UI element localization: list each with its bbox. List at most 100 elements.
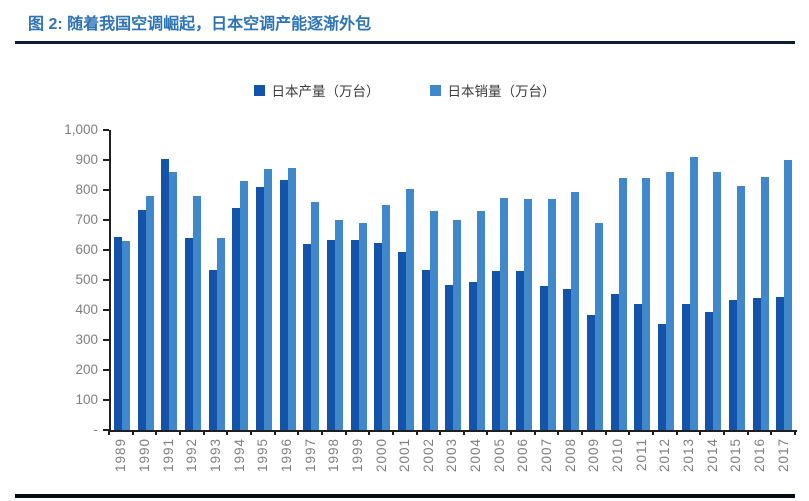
- x-tick-label: 2000: [373, 438, 389, 473]
- y-tick-mark: [103, 429, 109, 431]
- x-tick-label: 2006: [515, 438, 531, 473]
- bar-group-2013: [681, 157, 698, 430]
- sales-bar-2008: [571, 191, 580, 430]
- x-tick-label: 1994: [231, 438, 247, 473]
- sales-bar-1997: [311, 202, 320, 430]
- figure-title: 图 2: 随着我国空调崛起，日本空调产能逐渐外包: [28, 16, 372, 33]
- x-tick-mark: [108, 431, 110, 435]
- x-tick-label: 2005: [491, 438, 507, 473]
- x-tick-mark: [344, 431, 347, 435]
- sales-bar-2007: [547, 199, 556, 430]
- x-tick-label-cell: 2007: [535, 438, 559, 494]
- title-underline: [15, 41, 795, 44]
- x-tick-label: 2015: [728, 438, 744, 473]
- x-tick-mark: [604, 431, 607, 435]
- legend-label-production: 日本产量（万台）: [271, 84, 380, 99]
- legend-item-sales: 日本销量（万台）: [429, 80, 556, 100]
- legend-label-sales: 日本销量（万台）: [447, 84, 556, 99]
- y-tick-mark: [103, 309, 109, 311]
- y-tick-mark: [103, 399, 109, 401]
- x-tick-label: 2007: [539, 438, 555, 473]
- production-bar-2004: [468, 281, 477, 430]
- figure-bottom-rule: [15, 494, 795, 498]
- x-tick-label: 1998: [326, 438, 342, 473]
- x-tick-mark: [557, 431, 560, 435]
- production-bar-1990: [137, 209, 146, 430]
- sales-bar-1994: [240, 181, 249, 430]
- x-tick-label: 2004: [468, 438, 484, 473]
- bar-group-1991: [161, 158, 178, 430]
- production-bar-1992: [184, 238, 193, 430]
- bar-group-2006: [516, 199, 533, 430]
- x-tick-mark: [581, 431, 584, 435]
- y-tick-mark: [103, 189, 109, 191]
- x-tick-mark: [439, 431, 442, 435]
- bar-group-2002: [421, 211, 438, 430]
- production-bar-1999: [350, 239, 359, 430]
- y-tick-label: -: [93, 422, 99, 437]
- x-tick-label: 2008: [562, 438, 578, 473]
- bar-group-1993: [208, 238, 225, 430]
- production-bar-2009: [587, 314, 596, 430]
- x-tick-mark: [533, 431, 536, 435]
- sales-bar-1992: [192, 196, 201, 430]
- production-bar-2003: [445, 284, 454, 430]
- x-tick-label-cell: 1993: [204, 438, 228, 494]
- production-bar-2002: [421, 269, 430, 430]
- x-tick-label: 2002: [420, 438, 436, 473]
- plot-area: [109, 130, 797, 432]
- y-tick-mark: [103, 279, 109, 281]
- x-tick-label-cell: 2005: [487, 438, 511, 494]
- chart-legend: 日本产量（万台） 日本销量（万台）: [0, 80, 809, 100]
- sales-bar-2010: [618, 178, 627, 430]
- x-tick-label: 1992: [184, 438, 200, 473]
- y-tick-mark: [103, 129, 109, 131]
- y-tick-label: 900: [75, 152, 98, 167]
- sales-bar-2016: [760, 176, 769, 430]
- x-tick-label: 1996: [278, 438, 294, 473]
- production-bar-2014: [705, 311, 714, 430]
- production-bar-1994: [232, 208, 241, 430]
- bar-group-1999: [350, 223, 367, 430]
- sales-bar-2000: [382, 205, 391, 430]
- production-bar-1989: [114, 236, 122, 430]
- x-tick-mark: [675, 431, 678, 435]
- bar-group-1996: [279, 167, 296, 430]
- production-bar-2016: [752, 298, 761, 430]
- bar-group-2007: [539, 199, 556, 430]
- production-bar-1996: [279, 179, 288, 430]
- x-tick-label-cell: 2012: [653, 438, 677, 494]
- production-bar-1998: [326, 239, 335, 430]
- bar-group-2003: [445, 220, 462, 430]
- x-tick-label: 1989: [113, 438, 129, 473]
- x-tick-label-cell: 2002: [417, 438, 441, 494]
- production-bar-2011: [634, 304, 643, 430]
- y-tick-mark: [103, 159, 109, 161]
- x-tick-mark: [746, 431, 749, 435]
- sales-bar-1999: [358, 223, 367, 430]
- sales-bar-2004: [476, 211, 485, 430]
- x-tick-mark: [368, 431, 371, 435]
- x-tick-mark: [297, 431, 300, 435]
- x-tick-mark: [486, 431, 489, 435]
- bar-group-1998: [326, 220, 343, 430]
- production-bar-1993: [208, 269, 217, 430]
- production-bar-2001: [397, 251, 406, 430]
- x-tick-label: 1999: [349, 438, 365, 473]
- x-tick-label-cell: 2014: [700, 438, 724, 494]
- y-tick-label: 100: [75, 392, 98, 407]
- x-tick-label-cell: 1999: [346, 438, 370, 494]
- y-tick-label: 300: [75, 332, 98, 347]
- bar-group-1994: [232, 181, 249, 430]
- sales-bar-2014: [713, 172, 722, 430]
- bar-group-2014: [705, 172, 722, 430]
- bar-group-2008: [563, 191, 580, 430]
- legend-item-production: 日本产量（万台）: [253, 80, 380, 100]
- x-tick-label: 2013: [681, 438, 697, 473]
- x-tick-mark: [770, 431, 773, 435]
- x-tick-label: 2017: [775, 438, 791, 473]
- x-tick-mark: [178, 431, 181, 435]
- x-tick-mark: [723, 431, 726, 435]
- x-tick-mark: [415, 431, 418, 435]
